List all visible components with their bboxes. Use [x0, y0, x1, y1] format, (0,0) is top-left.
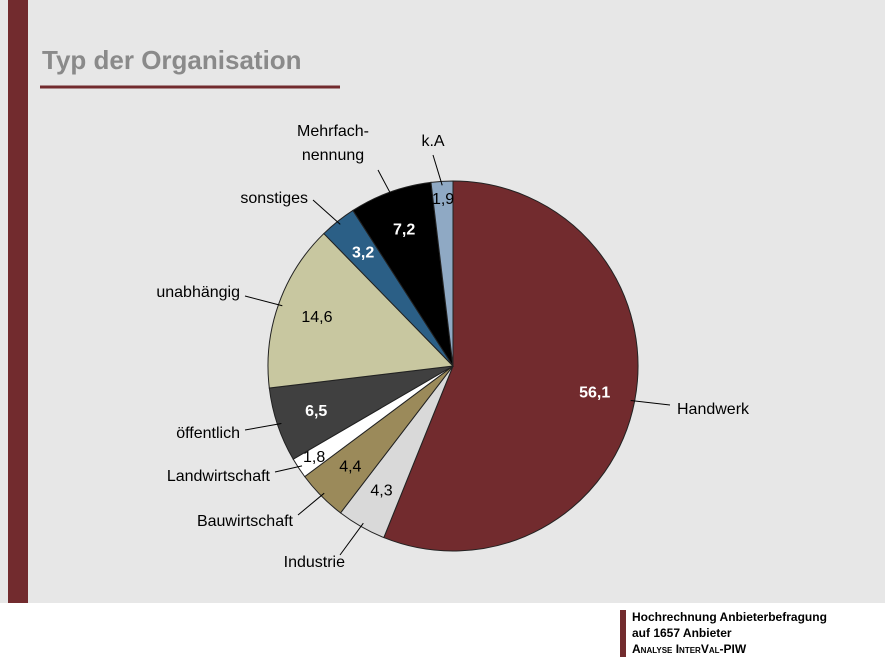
leader-line: [312, 199, 341, 225]
footer-line: auf 1657 Anbieter: [632, 626, 732, 640]
value-label: 7,2: [393, 221, 415, 238]
category-label: Handwerk: [677, 401, 750, 418]
category-label: Industrie: [284, 554, 345, 571]
footer-line: Hochrechnung Anbieterbefragung: [632, 610, 827, 624]
category-label: unabhängig: [156, 284, 240, 301]
category-label: Landwirtschaft: [167, 468, 271, 485]
value-label: 4,4: [339, 459, 361, 476]
leader-line: [274, 465, 303, 473]
footer-bar: [620, 610, 626, 657]
value-label: 14,6: [301, 309, 332, 326]
value-label: 3,2: [352, 244, 374, 261]
leader-line: [244, 423, 282, 431]
value-label: 1,9: [432, 191, 454, 208]
category-label-line: nennung: [302, 147, 364, 164]
chart-title: Typ der Organisation: [42, 45, 302, 75]
footer-line: Analyse InterVal-PIW: [632, 642, 747, 656]
category-label-line: Mehrfach-: [297, 123, 369, 140]
category-label: sonstiges: [240, 190, 308, 207]
side-bar: [8, 0, 28, 603]
category-label: k.A: [421, 133, 444, 150]
value-label: 1,8: [303, 449, 325, 466]
leader-line: [339, 522, 364, 556]
category-label: Mehrfach-nennung: [297, 123, 369, 164]
pie-slice: [430, 180, 454, 367]
value-label: 6,5: [305, 403, 327, 420]
leader-line: [432, 154, 443, 186]
value-label: 4,3: [370, 483, 392, 500]
value-label: 56,1: [579, 385, 610, 402]
leader-line: [377, 169, 393, 196]
category-label: öffentlich: [176, 425, 240, 442]
leader-line: [630, 399, 671, 406]
leader-line: [297, 492, 325, 516]
leader-line: [244, 295, 283, 307]
category-label: Bauwirtschaft: [197, 513, 294, 530]
